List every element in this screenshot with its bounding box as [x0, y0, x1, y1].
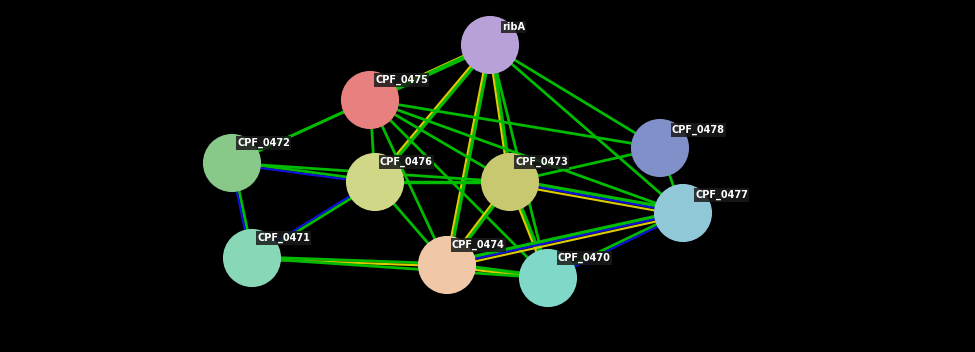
Text: CPF_0472: CPF_0472 — [237, 138, 290, 148]
Text: CPF_0476: CPF_0476 — [380, 157, 433, 167]
Text: CPF_0471: CPF_0471 — [257, 233, 310, 243]
Circle shape — [224, 230, 280, 286]
Text: ribA: ribA — [502, 22, 525, 32]
Text: CPF_0478: CPF_0478 — [672, 125, 725, 135]
Text: CPF_0475: CPF_0475 — [375, 75, 428, 85]
Circle shape — [347, 154, 403, 210]
Circle shape — [632, 120, 688, 176]
Circle shape — [655, 185, 711, 241]
Circle shape — [482, 154, 538, 210]
Text: CPF_0470: CPF_0470 — [558, 253, 611, 263]
Circle shape — [520, 250, 576, 306]
Circle shape — [342, 72, 398, 128]
Text: CPF_0474: CPF_0474 — [452, 240, 505, 250]
Circle shape — [419, 237, 475, 293]
Circle shape — [462, 17, 518, 73]
Text: CPF_0477: CPF_0477 — [695, 190, 748, 200]
Circle shape — [204, 135, 260, 191]
Text: CPF_0473: CPF_0473 — [515, 157, 567, 167]
